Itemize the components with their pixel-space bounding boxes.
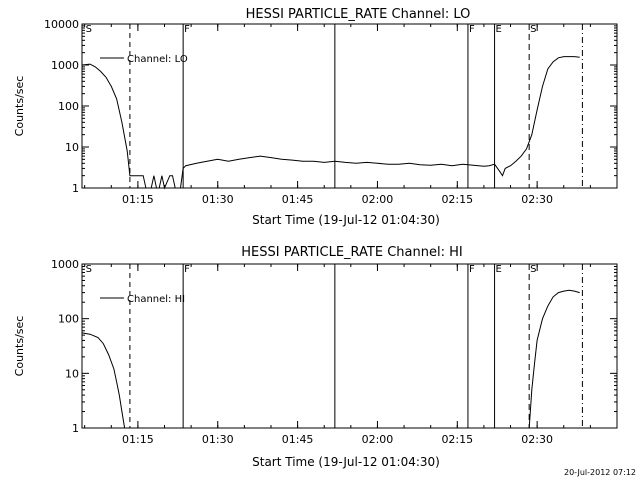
x-axis-label: Start Time (19-Jul-12 01:04:30) <box>252 455 440 469</box>
x-tick-label: 01:45 <box>282 193 314 206</box>
legend: Channel: LO <box>100 54 188 65</box>
event-marker-label: F <box>469 264 475 275</box>
x-tick-label: 02:30 <box>521 193 553 206</box>
x-tick-label: 01:30 <box>202 433 234 446</box>
x-tick-label: 02:15 <box>441 433 473 446</box>
chart-title: HESSI PARTICLE_RATE Channel: LO <box>246 7 471 22</box>
y-tick-label: 1000 <box>51 59 79 72</box>
chart-title: HESSI PARTICLE_RATE Channel: HI <box>241 245 462 260</box>
event-marker-label: F <box>469 24 475 35</box>
event-marker-label: F <box>184 264 190 275</box>
legend-entry: Channel: HI <box>127 294 185 305</box>
series-line <box>81 56 580 190</box>
event-marker-label: F <box>184 24 190 35</box>
y-axis-ticks: 1 10 100 1000 <box>51 258 617 435</box>
event-marker-label: S <box>86 264 92 275</box>
x-tick-label: 02:00 <box>362 193 394 206</box>
event-marker-label: E <box>496 24 502 35</box>
y-tick-label: 10 <box>65 367 79 380</box>
legend-entry: Channel: LO <box>127 54 188 65</box>
x-tick-label: 01:45 <box>282 433 314 446</box>
y-axis-label: Counts/sec <box>13 316 26 377</box>
y-tick-label: 1 <box>72 182 79 195</box>
event-marker-label: S <box>530 264 536 275</box>
y-tick-label: 10000 <box>44 18 79 31</box>
x-tick-label: 02:30 <box>521 433 553 446</box>
event-marker-label: E <box>496 264 502 275</box>
x-tick-label: 02:00 <box>362 433 394 446</box>
event-marker-label: S <box>86 24 92 35</box>
y-tick-label: 100 <box>58 313 79 326</box>
y-tick-label: 1000 <box>51 258 79 271</box>
x-tick-label: 01:15 <box>122 433 154 446</box>
timestamp-stamp: 20-Jul-2012 07:12 <box>563 468 636 477</box>
x-axis-ticks: 01:15 01:30 01:45 02:00 02:15 02:30 <box>84 264 618 446</box>
y-tick-label: 1 <box>72 422 79 435</box>
x-axis-label: Start Time (19-Jul-12 01:04:30) <box>252 213 440 227</box>
plot-frame <box>81 23 618 189</box>
series-line <box>81 289 580 429</box>
legend: Channel: HI <box>100 294 185 305</box>
y-axis-label: Counts/sec <box>13 76 26 137</box>
y-axis-ticks: 1 10 100 1000 10000 <box>44 18 617 195</box>
y-tick-label: 100 <box>58 100 79 113</box>
y-tick-label: 10 <box>65 141 79 154</box>
event-marker-label: S <box>530 24 536 35</box>
x-tick-label: 02:15 <box>441 193 473 206</box>
x-tick-label: 01:15 <box>122 193 154 206</box>
x-tick-label: 01:30 <box>202 193 234 206</box>
x-axis-ticks: 01:15 01:30 01:45 02:00 02:15 02:30 <box>84 24 618 206</box>
